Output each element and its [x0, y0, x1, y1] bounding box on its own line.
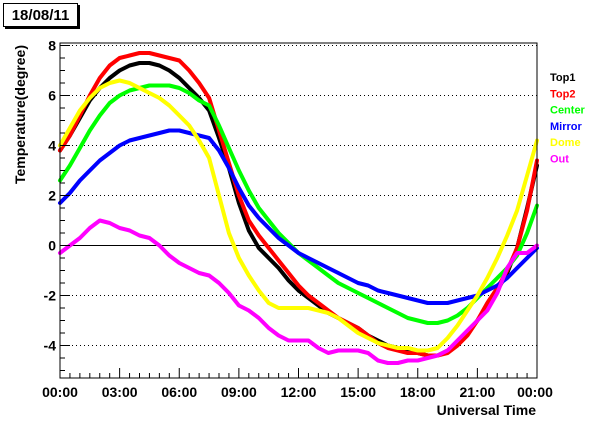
series-top2-line [58, 51, 539, 358]
y-tick-label: 0 [48, 238, 56, 254]
legend-top2: Top2 [550, 88, 575, 100]
y-tick-label: -4 [44, 338, 57, 354]
legend-out: Out [550, 154, 569, 166]
chart-title: 18/08/11 [3, 3, 78, 27]
y-tick-label: 6 [48, 88, 56, 104]
y-axis-title: Temperature(degree) [12, 45, 28, 184]
series-mirror-line [58, 128, 539, 305]
x-tick-label: 21:00 [459, 384, 495, 400]
legend-top1: Top1 [550, 72, 575, 84]
x-tick-label: 00:00 [517, 384, 553, 400]
axes: -4 -2 0 2 4 6 8 00:00 03:00 06:00 09:00 12:00 15:00 1… [42, 38, 553, 401]
grid [60, 45, 537, 346]
x-axis-title: Universal Time [437, 402, 537, 418]
y-tick-label: 4 [48, 138, 56, 154]
legend-dome: Dome [550, 137, 581, 149]
legend-center: Center [550, 105, 586, 117]
x-tick-label: 06:00 [161, 384, 197, 400]
series-dome-line [58, 78, 539, 353]
series-layer [58, 51, 539, 365]
series-out-line [58, 218, 539, 365]
x-tick-label: 03:00 [102, 384, 138, 400]
y-tick-label: 8 [48, 38, 56, 54]
x-tick-label: 15:00 [340, 384, 376, 400]
x-tick-label: 00:00 [42, 384, 78, 400]
y-tick-label: -2 [44, 288, 57, 304]
x-tick-label: 18:00 [400, 384, 436, 400]
x-tick-label: 09:00 [221, 384, 257, 400]
legend: Top1 Top2 Center Mirror Dome Out [550, 72, 586, 166]
x-tick-label: 12:00 [281, 384, 317, 400]
y-tick-label: 2 [48, 188, 56, 204]
legend-mirror: Mirror [550, 121, 583, 133]
